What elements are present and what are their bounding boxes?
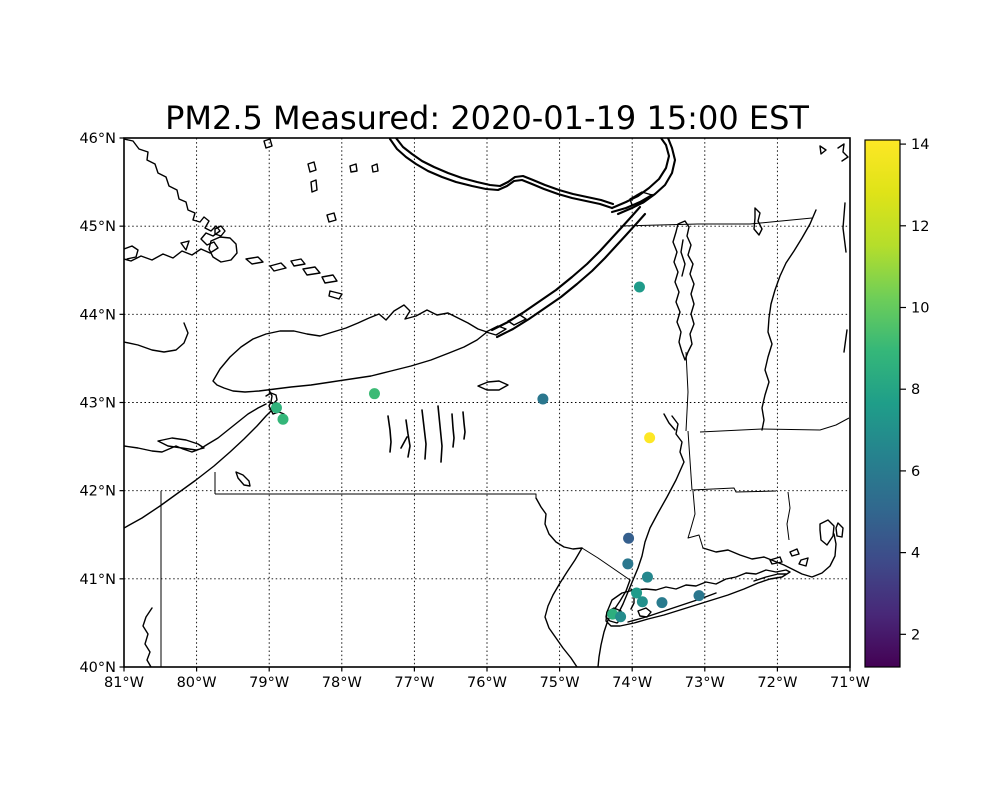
small-islands bbox=[263, 138, 379, 223]
colorbar-tick-label: 4 bbox=[911, 546, 920, 562]
x-tick-label: 78°W bbox=[322, 675, 362, 691]
river-layer bbox=[388, 138, 677, 339]
ny-east-borders bbox=[685, 351, 704, 549]
scatter-point bbox=[693, 590, 705, 602]
scatter-layer bbox=[270, 281, 705, 623]
colorbar-tick-label: 12 bbox=[911, 219, 929, 235]
scatter-point bbox=[633, 281, 645, 293]
connecticut-coast bbox=[702, 533, 837, 578]
kawartha-lakes bbox=[245, 256, 343, 300]
y-tick-label: 42°N bbox=[79, 484, 116, 500]
colorbar-ticks-layer: 2 4 6 8 10 12 14 bbox=[900, 137, 929, 643]
colorbar-tick-label: 14 bbox=[911, 137, 929, 153]
colorbar-tick-label: 6 bbox=[911, 464, 920, 480]
finger-lakes-layer bbox=[387, 405, 466, 463]
colorbar bbox=[864, 139, 901, 668]
ma-ct-borders bbox=[691, 417, 850, 541]
geography-layer bbox=[124, 138, 850, 667]
y-tick-label: 46°N bbox=[79, 131, 116, 147]
chautauqua-lake bbox=[235, 471, 251, 487]
ottawa-river bbox=[388, 138, 615, 210]
scatter-point bbox=[537, 393, 549, 405]
scatter-point bbox=[656, 597, 668, 609]
scatter-point bbox=[623, 532, 635, 544]
scatter-point bbox=[631, 587, 643, 599]
x-tick-label: 71°W bbox=[830, 675, 870, 691]
ontario-inland-shore bbox=[124, 322, 189, 353]
scatter-point bbox=[368, 388, 380, 400]
y-tick-label: 45°N bbox=[79, 219, 116, 235]
y-tick-label: 44°N bbox=[79, 307, 116, 323]
oneida-lake bbox=[477, 380, 509, 391]
x-tick-label: 73°W bbox=[685, 675, 725, 691]
x-tick-label: 79°W bbox=[249, 675, 289, 691]
state-borders-layer bbox=[160, 217, 850, 667]
finger-lakes bbox=[387, 405, 466, 463]
scatter-point bbox=[641, 571, 653, 583]
ny-nj-border bbox=[581, 547, 631, 581]
lake-simcoe bbox=[124, 225, 238, 263]
lake-champlain bbox=[672, 220, 695, 361]
lake-erie-south-shore bbox=[124, 409, 273, 529]
colorbar-tick-label: 2 bbox=[911, 627, 920, 643]
narragansett-bay bbox=[798, 519, 844, 567]
gridlines-layer bbox=[124, 138, 850, 667]
long-island bbox=[605, 548, 800, 627]
colorbar-tick-label: 8 bbox=[911, 382, 920, 398]
y-tick-label: 40°N bbox=[79, 660, 116, 676]
hudson-river bbox=[617, 413, 685, 615]
ohio-river bbox=[142, 607, 153, 667]
chart-title: PM2.5 Measured: 2020-01-19 15:00 EST bbox=[165, 99, 809, 137]
st-lawrence-river bbox=[490, 205, 647, 339]
connecticut-river bbox=[761, 209, 817, 431]
x-tick-label: 75°W bbox=[540, 675, 580, 691]
ticks-layer: 81°W 80°W 79°W 78°W 77°W 76°W 75°W 74°W 73°W 72°W… bbox=[79, 131, 870, 691]
x-tick-label: 72°W bbox=[757, 675, 797, 691]
x-tick-label: 81°W bbox=[104, 675, 144, 691]
vermont-lake bbox=[753, 207, 763, 236]
maine-edge-rivers bbox=[819, 143, 849, 353]
georgian-bay-coast bbox=[124, 138, 221, 262]
us-canada-border bbox=[619, 217, 813, 227]
scatter-point bbox=[270, 402, 282, 414]
y-tick-label: 43°N bbox=[79, 396, 116, 412]
scatter-point bbox=[644, 432, 656, 444]
x-tick-label: 77°W bbox=[394, 675, 434, 691]
x-tick-label: 76°W bbox=[467, 675, 507, 691]
delaware-river bbox=[535, 497, 583, 667]
y-tick-label: 41°N bbox=[79, 572, 116, 588]
lake-erie-north-shore bbox=[124, 403, 267, 453]
new-jersey-coast bbox=[597, 579, 631, 667]
x-tick-label: 80°W bbox=[177, 675, 217, 691]
lake-ontario bbox=[212, 304, 488, 393]
x-tick-label: 74°W bbox=[612, 675, 652, 691]
scatter-point bbox=[636, 596, 648, 608]
colorbar-tick-label: 10 bbox=[911, 300, 929, 316]
scatter-point bbox=[622, 558, 634, 570]
scatter-point bbox=[277, 413, 289, 425]
pa-oh-border bbox=[160, 472, 537, 667]
scatter-point bbox=[615, 611, 627, 623]
coastline-layer bbox=[124, 138, 849, 667]
montreal-island bbox=[485, 191, 653, 336]
